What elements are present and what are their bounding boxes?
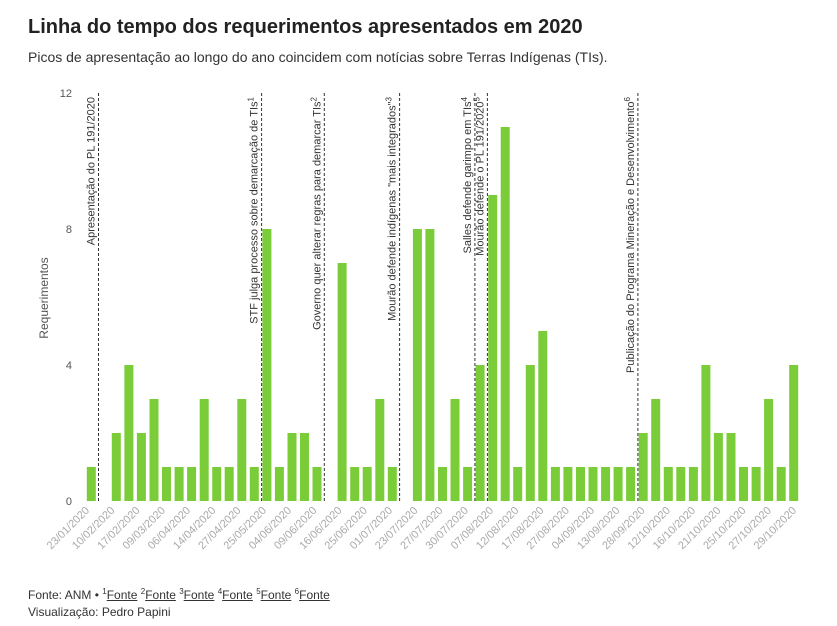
annotation-label: Publicação do Programa Mineração e Desen… xyxy=(623,96,637,372)
bar xyxy=(475,365,485,501)
y-tick-label: 4 xyxy=(66,360,72,372)
chart-subtitle: Picos de apresentação ao longo do ano co… xyxy=(28,49,608,65)
bar xyxy=(676,467,686,501)
bars xyxy=(86,127,799,501)
footer: Fonte: ANM • 1Fonte 2Fonte 3Fonte 4Fonte… xyxy=(28,583,330,621)
bar xyxy=(237,399,247,501)
bar xyxy=(601,467,611,501)
bar xyxy=(187,467,197,501)
source-link[interactable]: 4Fonte xyxy=(217,587,253,602)
bar xyxy=(789,365,799,501)
bar xyxy=(563,467,573,501)
source-link[interactable]: 3Fonte xyxy=(179,587,215,602)
annotation-label: Mourão defende o PL 191/20205 xyxy=(472,96,486,255)
bar xyxy=(362,467,372,501)
bar xyxy=(500,127,510,501)
bar xyxy=(224,467,234,501)
bar xyxy=(149,399,159,501)
bar xyxy=(287,433,297,501)
bar xyxy=(701,365,711,501)
bar xyxy=(136,433,146,501)
bar xyxy=(274,467,284,501)
visualization-credit: Visualização: Pedro Papini xyxy=(28,605,171,619)
annotation-label: Apresentação do PL 191/2020 xyxy=(86,97,98,245)
bar-chart: 0 4 8 12 Apresentação do PL 191/2020 STF jul… xyxy=(37,88,799,552)
bar xyxy=(387,467,397,501)
y-axis-label: Requerimentos xyxy=(37,257,51,338)
source-link[interactable]: 1Fonte xyxy=(102,587,138,602)
bar xyxy=(111,433,121,501)
source-link[interactable]: 2Fonte xyxy=(140,587,176,602)
bar xyxy=(651,399,661,501)
bar xyxy=(300,433,309,501)
bar xyxy=(350,467,360,501)
bar xyxy=(550,467,560,501)
bar xyxy=(776,467,786,501)
source-prefix: Fonte: ANM • xyxy=(28,588,99,602)
source-links: 1Fonte 2Fonte 3Fonte 4Fonte 5Fonte 6Font… xyxy=(102,587,330,602)
y-tick-label: 0 xyxy=(66,496,72,508)
annotation-label: STF julga processo sobre demarcação de T… xyxy=(247,96,261,323)
bar xyxy=(588,467,598,501)
bar xyxy=(425,229,435,501)
annotation-label: Governo quer alterar regras para demarca… xyxy=(309,96,323,329)
bar xyxy=(450,399,460,501)
source-link[interactable]: 5Fonte xyxy=(256,587,292,602)
bar xyxy=(538,331,548,501)
bar xyxy=(764,399,774,501)
x-axis-tick-labels: 23/01/202010/02/202017/02/202009/03/2020… xyxy=(45,505,799,552)
bar xyxy=(199,399,209,501)
y-tick-label: 12 xyxy=(60,88,72,100)
bar xyxy=(713,433,723,501)
bar xyxy=(312,467,322,501)
bar xyxy=(212,467,222,501)
bar xyxy=(249,467,259,501)
bar xyxy=(663,467,673,501)
y-tick-label: 8 xyxy=(66,224,72,236)
bar xyxy=(688,467,698,501)
bar xyxy=(626,467,636,501)
bar xyxy=(739,467,748,501)
bar xyxy=(726,433,736,501)
bar xyxy=(174,467,184,501)
bar xyxy=(463,467,473,501)
bar xyxy=(412,229,422,501)
bar xyxy=(525,365,535,501)
bar xyxy=(438,467,447,501)
bar xyxy=(638,433,648,501)
bar xyxy=(613,467,623,501)
bar xyxy=(513,467,523,501)
chart-title: Linha do tempo dos requerimentos apresen… xyxy=(28,16,583,38)
bar xyxy=(375,399,385,501)
bar xyxy=(576,467,585,501)
bar xyxy=(337,263,347,501)
bar xyxy=(488,195,498,501)
annotation-label: Mourão defende indígenas "mais integrado… xyxy=(385,96,399,320)
bar xyxy=(124,365,134,501)
annotation-label: Salles defende garimpo em TIs4 xyxy=(460,96,474,253)
bar xyxy=(751,467,761,501)
source-link[interactable]: 6Fonte xyxy=(294,587,330,602)
bar xyxy=(162,467,171,501)
event-annotations: Apresentação do PL 191/2020 STF julga pro… xyxy=(86,93,639,501)
y-axis-ticks: 0 4 8 12 xyxy=(60,88,72,508)
source-line: Fonte: ANM • 1Fonte 2Fonte 3Fonte 4Fonte… xyxy=(28,583,330,604)
bar xyxy=(262,229,272,501)
bar xyxy=(86,467,96,501)
